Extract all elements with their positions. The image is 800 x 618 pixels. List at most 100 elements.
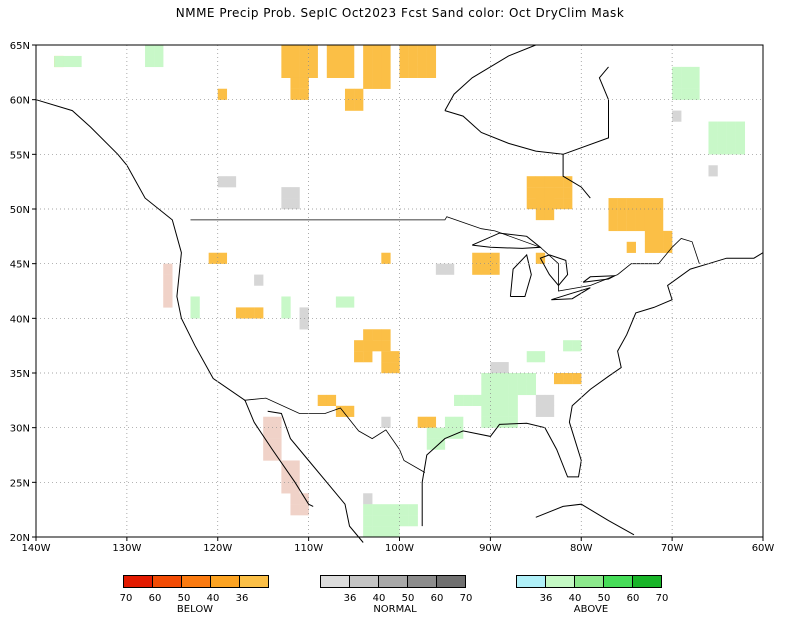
above-label-60: 60 bbox=[626, 593, 640, 604]
lon-tick-label: 60W bbox=[752, 543, 775, 554]
above-cell bbox=[508, 394, 518, 406]
above-cell bbox=[526, 383, 537, 396]
below-cell bbox=[544, 176, 555, 188]
normal-cell bbox=[444, 263, 455, 275]
below-cell bbox=[617, 219, 627, 232]
above-cell bbox=[481, 405, 491, 417]
normal-swatch-60 bbox=[407, 575, 437, 588]
above-cell bbox=[508, 373, 518, 385]
normal-cell bbox=[363, 493, 373, 505]
above-cell bbox=[726, 132, 736, 144]
above-cell bbox=[499, 405, 509, 417]
above-cell bbox=[717, 143, 727, 155]
above-label-50: 50 bbox=[597, 593, 611, 604]
below-title: BELOW bbox=[176, 604, 214, 615]
below-cell bbox=[653, 198, 664, 210]
coastlines bbox=[35, 44, 764, 543]
atlantic-gulf-coastline bbox=[421, 252, 764, 527]
below-cell bbox=[553, 176, 564, 188]
above-cell bbox=[408, 515, 418, 527]
below-cell bbox=[399, 55, 409, 68]
below-cell bbox=[626, 198, 636, 210]
above-cell bbox=[154, 45, 164, 57]
lat-tick-label: 60N bbox=[10, 96, 30, 107]
dry-mask-cell bbox=[299, 504, 309, 516]
lat-tick-label: 35N bbox=[10, 369, 30, 380]
normal-cell bbox=[281, 198, 291, 210]
above-cell bbox=[481, 394, 491, 406]
above-cell bbox=[672, 77, 682, 89]
dry-mask-cell bbox=[263, 416, 273, 428]
us-canada-border bbox=[190, 216, 700, 292]
below-cell bbox=[308, 66, 318, 78]
above-cell bbox=[481, 383, 491, 396]
above-cell bbox=[190, 296, 200, 308]
dry-mask-cell bbox=[290, 460, 300, 472]
above-cell bbox=[499, 383, 509, 396]
below-cell bbox=[526, 198, 537, 210]
dry-mask-cell bbox=[163, 285, 173, 297]
map-frame bbox=[35, 44, 764, 538]
lat-tick-label: 50N bbox=[10, 205, 30, 216]
us-mexico-border bbox=[244, 397, 426, 473]
normal-cell bbox=[544, 394, 555, 406]
below-cell bbox=[417, 45, 427, 57]
below-cell bbox=[381, 351, 391, 363]
above-cell bbox=[499, 373, 509, 385]
below-cell bbox=[381, 55, 391, 68]
below-cell bbox=[608, 219, 618, 232]
below-cell bbox=[299, 88, 309, 100]
above-cell bbox=[526, 373, 537, 385]
below-cell bbox=[490, 263, 500, 275]
below-cell bbox=[644, 209, 655, 221]
below-cell bbox=[363, 351, 373, 363]
above-cell bbox=[508, 416, 518, 428]
above-cell bbox=[517, 383, 527, 396]
below-cell bbox=[326, 394, 337, 406]
below-cell bbox=[344, 55, 355, 68]
normal-cell bbox=[281, 187, 291, 199]
below-cell bbox=[299, 55, 309, 68]
below-cell bbox=[417, 416, 427, 428]
below-cell bbox=[563, 176, 573, 188]
above-cell bbox=[390, 526, 400, 538]
below-label-36: 36 bbox=[235, 593, 249, 604]
graticule bbox=[36, 45, 763, 537]
above-cell bbox=[490, 373, 500, 385]
above-swatch-50 bbox=[574, 575, 604, 588]
below-cell bbox=[299, 66, 309, 78]
below-cell bbox=[481, 252, 491, 264]
below-cell bbox=[326, 55, 337, 68]
above-cell bbox=[690, 88, 700, 100]
below-cell bbox=[635, 219, 646, 232]
below-cell bbox=[635, 198, 646, 210]
lake-superior bbox=[471, 232, 542, 249]
above-cell bbox=[381, 526, 391, 538]
below-cell bbox=[363, 340, 373, 352]
below-swatch-60 bbox=[152, 575, 182, 588]
below-swatch-70 bbox=[123, 575, 153, 588]
below-cell bbox=[563, 373, 573, 385]
above-cell bbox=[435, 438, 446, 450]
above-cell bbox=[454, 416, 464, 428]
below-cell bbox=[408, 45, 418, 57]
below-cell bbox=[417, 66, 427, 78]
below-cell bbox=[290, 77, 300, 89]
above-cell bbox=[454, 394, 464, 406]
above-cell bbox=[399, 504, 409, 516]
above-cell bbox=[717, 132, 727, 144]
normal-cell bbox=[217, 176, 228, 188]
above-cell bbox=[444, 427, 455, 439]
dry-mask-cell bbox=[163, 296, 173, 308]
below-cell bbox=[344, 66, 355, 78]
below-cell bbox=[535, 209, 546, 221]
below-cell bbox=[626, 241, 636, 253]
dry-mask-cell bbox=[281, 460, 291, 472]
below-cell bbox=[363, 45, 373, 57]
above-cell bbox=[708, 143, 718, 155]
above-cell bbox=[381, 515, 391, 527]
normal-cell bbox=[254, 274, 264, 286]
below-cell bbox=[326, 66, 337, 78]
lat-tick-label: 45N bbox=[10, 260, 30, 271]
above-cell bbox=[690, 66, 700, 78]
